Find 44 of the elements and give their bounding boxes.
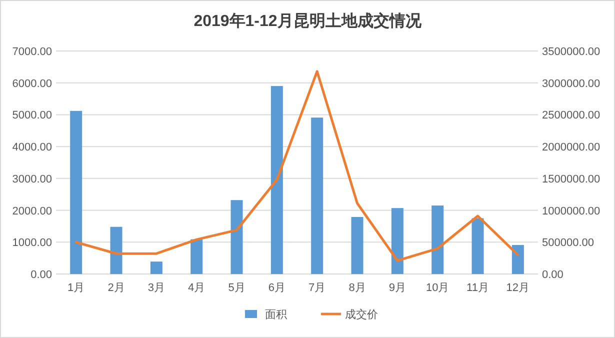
y-tick-label: 6000.00 (12, 78, 52, 90)
y-tick-label: 5000.00 (12, 110, 52, 122)
bar (432, 206, 444, 274)
line-series (74, 70, 520, 262)
y2-tick-label: 3000000.00 (542, 78, 600, 90)
bar (351, 216, 364, 274)
bar (150, 262, 162, 274)
x-tick-label: 12月 (506, 282, 530, 294)
y-tick-label: 0.00 (30, 269, 52, 281)
y-tick-label: 1000.00 (12, 237, 52, 250)
y-tick-label: 2000.00 (12, 205, 52, 218)
chart-title: 2019年1-12月昆明土地成交情况 (194, 11, 422, 30)
x-tick-label: 7月 (308, 282, 326, 294)
bar (110, 226, 122, 274)
x-tick-label: 10月 (426, 282, 450, 294)
y-tick-label: 4000.00 (12, 142, 52, 154)
bar (230, 200, 243, 274)
x-tick-label: 8月 (348, 282, 366, 294)
bar (472, 218, 484, 274)
bar (512, 245, 524, 274)
x-tick-label: 2月 (108, 282, 125, 294)
y2-tick-label: 2500000.00 (542, 110, 600, 122)
x-tick-label: 9月 (388, 282, 406, 294)
bar (391, 208, 404, 274)
legend-label: 成交价 (345, 308, 378, 321)
y2-tick-label: 500000.00 (542, 237, 594, 250)
bar (311, 118, 324, 274)
x-tick-label: 5月 (228, 282, 246, 294)
bar (190, 239, 203, 274)
x-tick-label: 6月 (268, 282, 286, 294)
y2-tick-label: 0.00 (542, 269, 564, 281)
x-tick-label: 3月 (148, 282, 165, 294)
x-tick-label: 4月 (188, 282, 206, 294)
y-tick-label: 3000.00 (12, 173, 52, 186)
y2-tick-label: 1000000.00 (542, 205, 600, 218)
x-tick-label: 11月 (466, 282, 489, 294)
y2-tick-label: 3500000.00 (542, 46, 600, 58)
y2-tick-label: 2000000.00 (542, 142, 600, 154)
bar (70, 110, 82, 274)
y2-tick-label: 1500000.00 (542, 173, 600, 186)
y-tick-label: 7000.00 (12, 46, 52, 58)
x-tick-label: 1月 (68, 282, 85, 294)
bar (270, 86, 283, 274)
legend-label: 面积 (265, 309, 287, 321)
